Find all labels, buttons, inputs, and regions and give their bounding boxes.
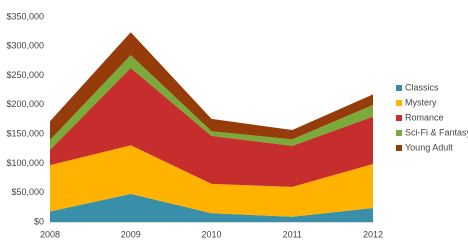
area (50, 145, 373, 217)
x-tick-label: 2008 (40, 229, 60, 239)
y-tick-label: $50,000 (11, 187, 44, 197)
y-tick-label: $300,000 (6, 41, 44, 51)
area (50, 67, 373, 187)
legend-label: Mystery (405, 97, 437, 107)
x-tick-label: 2010 (201, 229, 221, 239)
legend-swatch (396, 145, 402, 151)
x-tick-label: 2009 (121, 229, 141, 239)
y-tick-label: $0 (34, 216, 44, 226)
legend-label: Classics (405, 82, 439, 92)
legend-label: Sci-Fi & Fantasy (405, 127, 468, 137)
y-tick-label: $200,000 (6, 99, 44, 109)
y-tick-label: $250,000 (6, 70, 44, 80)
legend-label: Romance (405, 112, 444, 122)
legend-swatch (396, 130, 402, 136)
legend-label: Young Adult (405, 142, 453, 152)
y-tick-label: $150,000 (6, 129, 44, 139)
x-tick-label: 2012 (363, 229, 383, 239)
legend-swatch (396, 85, 402, 91)
legend-swatch (396, 115, 402, 121)
area (50, 193, 373, 222)
y-tick-label: $100,000 (6, 158, 44, 168)
areas (50, 32, 373, 222)
legend-swatch (396, 100, 402, 106)
y-tick-label: $350,000 (6, 11, 44, 21)
x-tick-label: 2011 (283, 229, 302, 239)
